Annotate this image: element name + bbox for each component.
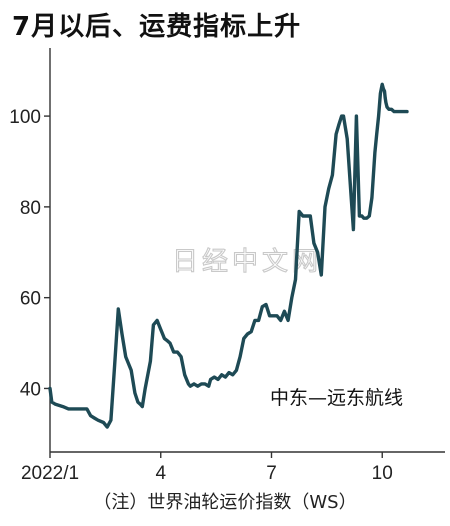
chart-series — [48, 82, 409, 429]
y-tick-label: 80 — [20, 198, 41, 219]
x-tick-label: 4 — [155, 463, 166, 484]
chart-ticks: 40 60 80 100 2022/1 4 7 10 — [9, 107, 393, 484]
y-tick-label: 60 — [20, 289, 41, 310]
chart-axes — [49, 48, 445, 453]
x-tick-label: 10 — [372, 463, 393, 484]
series-label: 中东—远东航线 — [270, 387, 403, 409]
chart-title: 7月以后、运费指标上升 — [12, 12, 302, 42]
watermark: 日经中文网 — [172, 247, 322, 277]
x-tick-label: 7 — [266, 463, 277, 484]
series-line-0 — [48, 82, 409, 429]
y-tick-label: 100 — [9, 107, 41, 128]
chart-caption: （注）世界油轮运价指数（WS） — [93, 492, 357, 513]
x-tick-label: 2022/1 — [21, 463, 79, 484]
y-tick-label: 40 — [20, 379, 41, 400]
